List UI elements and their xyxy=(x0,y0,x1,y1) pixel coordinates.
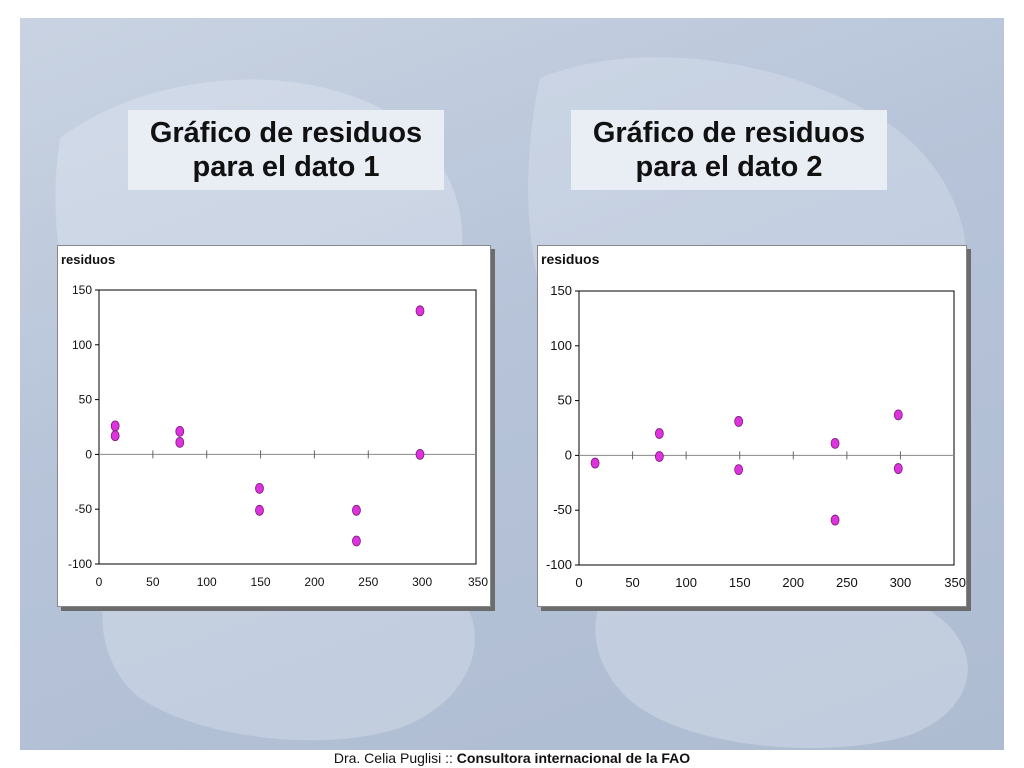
chart1-data-point xyxy=(352,504,361,516)
chart2-data-point xyxy=(893,463,903,474)
chart-title-2-line2: para el dato 2 xyxy=(635,151,823,183)
chart2-data-point xyxy=(590,457,600,469)
chart1-data-point xyxy=(175,436,185,448)
chart2-x-tick-label: 150 xyxy=(729,575,751,590)
chart2-data-point xyxy=(893,409,903,421)
footer-role: Consultora internacional de la FAO xyxy=(456,750,691,766)
chart1-y-tick-label: 50 xyxy=(79,393,93,407)
chart1-x-tick-label: 150 xyxy=(251,575,271,589)
chart-title-1: Gráfico de residuos para el dato 1 xyxy=(128,110,444,190)
chart-title-2: Gráfico de residuos para el dato 2 xyxy=(571,110,887,190)
residual-chart-2: residuos 150 100 50 0 -50 -100 0 50 100 150 200 250 3… xyxy=(537,245,967,607)
chart2-y-tick-label: 50 xyxy=(558,393,572,408)
chart2-x-tick-label: 200 xyxy=(782,575,804,590)
chart2-y-tick-label: 100 xyxy=(550,338,572,353)
chart1-plot-frame xyxy=(98,289,477,565)
footer-author: Dra. Celia Puglisi xyxy=(333,750,442,766)
chart1-y-tick-label: 100 xyxy=(72,338,92,352)
chart1-x-tick-label: 300 xyxy=(412,575,432,589)
chart1-data-point xyxy=(415,305,425,317)
chart2-x-tick-label: 350 xyxy=(944,575,966,590)
chart2-x-tick-label: 250 xyxy=(836,575,858,590)
chart2-data-point xyxy=(830,514,840,526)
chart1-data-point xyxy=(110,420,120,432)
residual-chart-1-svg: residuos 150 100 50 0 -50 -100 0 50 100 150 200 250 3… xyxy=(61,252,488,589)
chart1-y-axis-label: residuos xyxy=(61,252,115,267)
chart1-x-tick-label: 0 xyxy=(96,575,103,589)
chart2-y-tick-label: -50 xyxy=(553,502,572,517)
chart2-data-point xyxy=(830,437,840,449)
chart2-data-point xyxy=(654,451,664,462)
chart-title-1-line1: Gráfico de residuos xyxy=(149,117,423,149)
chart2-data-point xyxy=(734,464,744,476)
chart1-x-tick-label: 250 xyxy=(358,575,378,589)
chart1-y-tick-label: -100 xyxy=(68,557,92,571)
chart2-y-tick-label: -100 xyxy=(546,557,572,572)
chart1-x-tick-label: 200 xyxy=(304,575,324,589)
chart2-x-tick-label: 50 xyxy=(625,575,639,590)
chart-title-2-line1: Gráfico de residuos xyxy=(592,117,866,149)
chart2-x-tick-label: 300 xyxy=(890,575,912,590)
chart1-x-tick-label: 350 xyxy=(468,575,488,589)
chart1-data-point xyxy=(110,430,120,442)
footer-separator: :: xyxy=(441,750,457,766)
chart2-plot-frame xyxy=(578,290,955,566)
chart-title-1-line2: para el dato 1 xyxy=(192,151,380,183)
chart2-y-tick-label: 150 xyxy=(550,283,572,298)
chart1-data-point xyxy=(175,425,185,437)
chart2-x-tick-label: 100 xyxy=(675,575,697,590)
chart1-x-tick-label: 100 xyxy=(197,575,217,589)
chart2-y-tick-label: 0 xyxy=(565,447,572,462)
chart2-data-point xyxy=(654,428,664,439)
chart1-data-point xyxy=(415,448,425,460)
chart1-data-point xyxy=(255,482,264,494)
chart1-y-tick-label: 0 xyxy=(85,447,92,461)
residual-chart-1: residuos 150 100 50 0 -50 -100 0 50 100 150 200 250 3… xyxy=(57,245,491,607)
chart2-x-tick-label: 0 xyxy=(575,575,582,590)
chart1-data-point xyxy=(255,504,264,516)
chart1-data-point xyxy=(352,535,361,547)
chart2-data-point xyxy=(734,416,744,427)
chart2-y-axis-label: residuos xyxy=(541,251,600,267)
footer: Dra. Celia Puglisi :: Consultora interna… xyxy=(0,749,1024,768)
chart1-y-tick-label: 150 xyxy=(72,283,92,297)
chart1-x-tick-label: 50 xyxy=(146,575,160,589)
chart1-y-tick-label: -50 xyxy=(75,502,93,516)
